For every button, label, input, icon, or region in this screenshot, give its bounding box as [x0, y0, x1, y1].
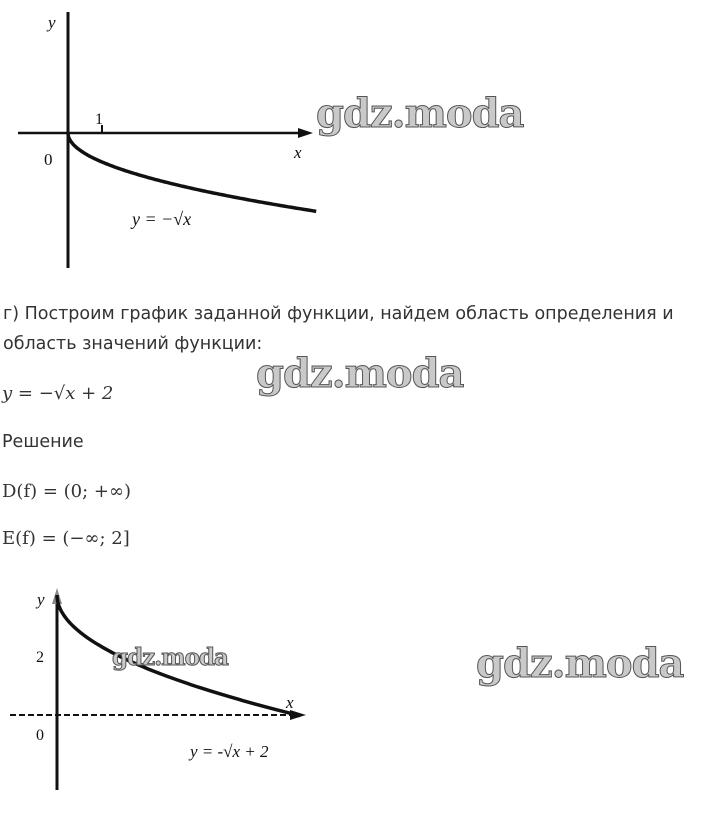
origin-label: 0 — [36, 727, 44, 744]
curve — [66, 133, 317, 214]
solution-label: Решение — [2, 432, 84, 452]
watermark: gdz.moda — [475, 640, 684, 688]
watermark: gdz.moda — [315, 90, 524, 138]
x-axis-label: x — [293, 143, 302, 162]
tick-label: 1 — [95, 111, 103, 128]
task-text-line1: г) Построим график заданной функции, най… — [3, 304, 674, 324]
graph-y-neg-sqrt-x: y x 0 1 y = −√x — [18, 12, 317, 268]
domain-formula: D(f) = (0; +∞) — [2, 481, 132, 502]
origin-label: 0 — [44, 150, 53, 169]
x-axis-arrow — [298, 128, 313, 138]
range-formula: E(f) = (−∞; 2] — [2, 528, 130, 549]
watermark: gdz.moda — [255, 350, 464, 398]
curve — [55, 595, 301, 718]
watermark: gdz.moda — [112, 644, 230, 672]
curve-label: y = -√x + 2 — [188, 742, 269, 761]
graph-y-neg-sqrt-x-plus-2: y x 0 2 y = -√x + 2 — [10, 588, 306, 790]
y-axis-label: y — [46, 13, 56, 32]
curve-label: y = −√x — [130, 209, 191, 229]
x-axis-label: x — [285, 693, 294, 712]
task-text-line2: область значений функции: — [3, 334, 263, 354]
y-tick-label: 2 — [36, 649, 44, 666]
y-axis-label: y — [35, 590, 45, 609]
function-formula: y = −√x + 2 — [2, 383, 114, 404]
